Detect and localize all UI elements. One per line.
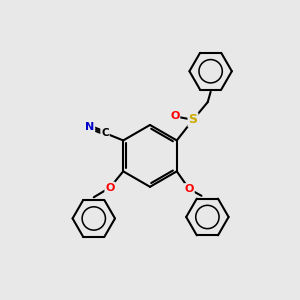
Text: O: O [184,184,194,194]
Text: O: O [105,182,115,193]
Text: S: S [188,113,197,126]
Text: N: N [85,122,94,132]
Text: O: O [170,111,179,121]
Text: C: C [101,128,109,138]
